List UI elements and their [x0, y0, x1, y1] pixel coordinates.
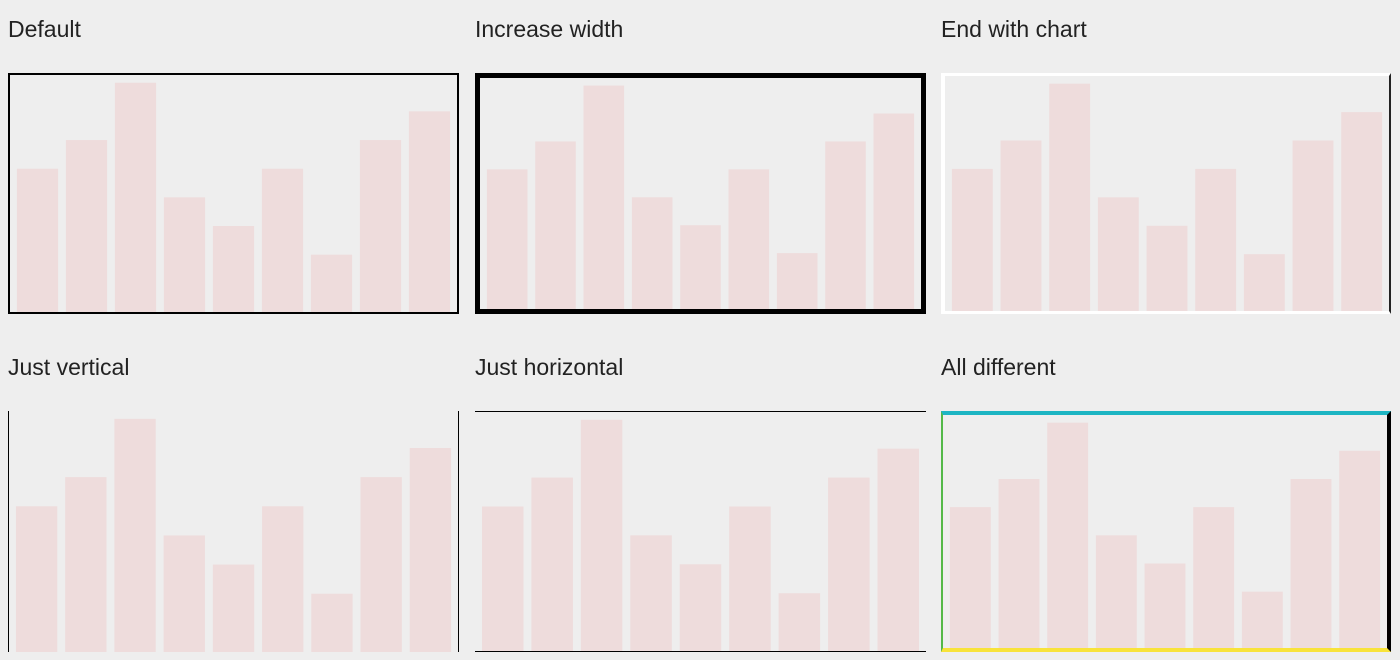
- bar: [998, 478, 1040, 648]
- bar: [631, 197, 673, 309]
- bar: [949, 507, 991, 648]
- bar: [114, 82, 157, 312]
- bar: [873, 113, 915, 309]
- bar: [583, 85, 625, 309]
- chart-frame: [8, 411, 459, 652]
- bar: [408, 111, 451, 312]
- bar: [828, 477, 870, 651]
- bar: [825, 141, 866, 309]
- bar: [1195, 168, 1237, 311]
- chart-frame: [475, 411, 926, 652]
- bar: [114, 418, 156, 652]
- bar: [1341, 112, 1383, 311]
- bar: [16, 168, 59, 312]
- bar: [728, 169, 770, 309]
- bar: [311, 593, 353, 652]
- bar: [778, 593, 821, 651]
- panel-title: Default: [8, 16, 81, 42]
- bar: [1241, 591, 1283, 648]
- bar: [729, 506, 771, 651]
- bar: [409, 447, 452, 652]
- bar: [776, 253, 818, 309]
- chart-frame: [475, 73, 926, 314]
- bar: [1290, 478, 1332, 648]
- bar: [212, 226, 255, 312]
- bar: [1146, 225, 1188, 311]
- bar-chart: [951, 83, 1383, 311]
- bar: [1339, 450, 1381, 648]
- bar: [1144, 563, 1186, 648]
- panel-title: Just vertical: [8, 354, 130, 380]
- bar: [1000, 140, 1042, 311]
- bar: [65, 477, 107, 652]
- bar: [359, 140, 402, 312]
- panel-title: All different: [941, 354, 1056, 380]
- bar: [680, 225, 721, 309]
- bar: [877, 448, 920, 651]
- bar: [262, 506, 304, 652]
- panel-title: Increase width: [475, 16, 624, 42]
- panel-title: End with chart: [941, 16, 1087, 42]
- bar: [679, 564, 722, 651]
- bar: [531, 477, 573, 651]
- bar-chart: [15, 418, 452, 652]
- bar-chart: [486, 85, 915, 309]
- bar: [486, 169, 528, 309]
- bar-chart: [949, 422, 1381, 648]
- bar: [481, 506, 524, 651]
- bar: [1097, 197, 1139, 311]
- bar: [1193, 507, 1235, 648]
- bar: [163, 535, 205, 652]
- chart-frame: [941, 73, 1391, 314]
- bar: [15, 506, 58, 652]
- panel-title: Just horizontal: [475, 354, 624, 380]
- bar: [212, 564, 255, 652]
- bar: [65, 140, 108, 312]
- bar: [580, 419, 623, 651]
- bar: [630, 535, 672, 651]
- bar: [310, 254, 353, 312]
- bar: [360, 477, 402, 652]
- bar: [1292, 140, 1334, 311]
- bar: [1095, 535, 1137, 648]
- chart-frame: [941, 411, 1391, 652]
- bar: [1047, 422, 1089, 648]
- chart-frame: [8, 73, 459, 314]
- bar-chart: [16, 82, 451, 312]
- bar: [163, 197, 206, 312]
- bar: [535, 141, 576, 309]
- bar: [1049, 83, 1091, 311]
- bar: [261, 168, 304, 312]
- bar: [1243, 254, 1285, 311]
- bar-chart: [481, 419, 920, 651]
- bar: [951, 168, 993, 311]
